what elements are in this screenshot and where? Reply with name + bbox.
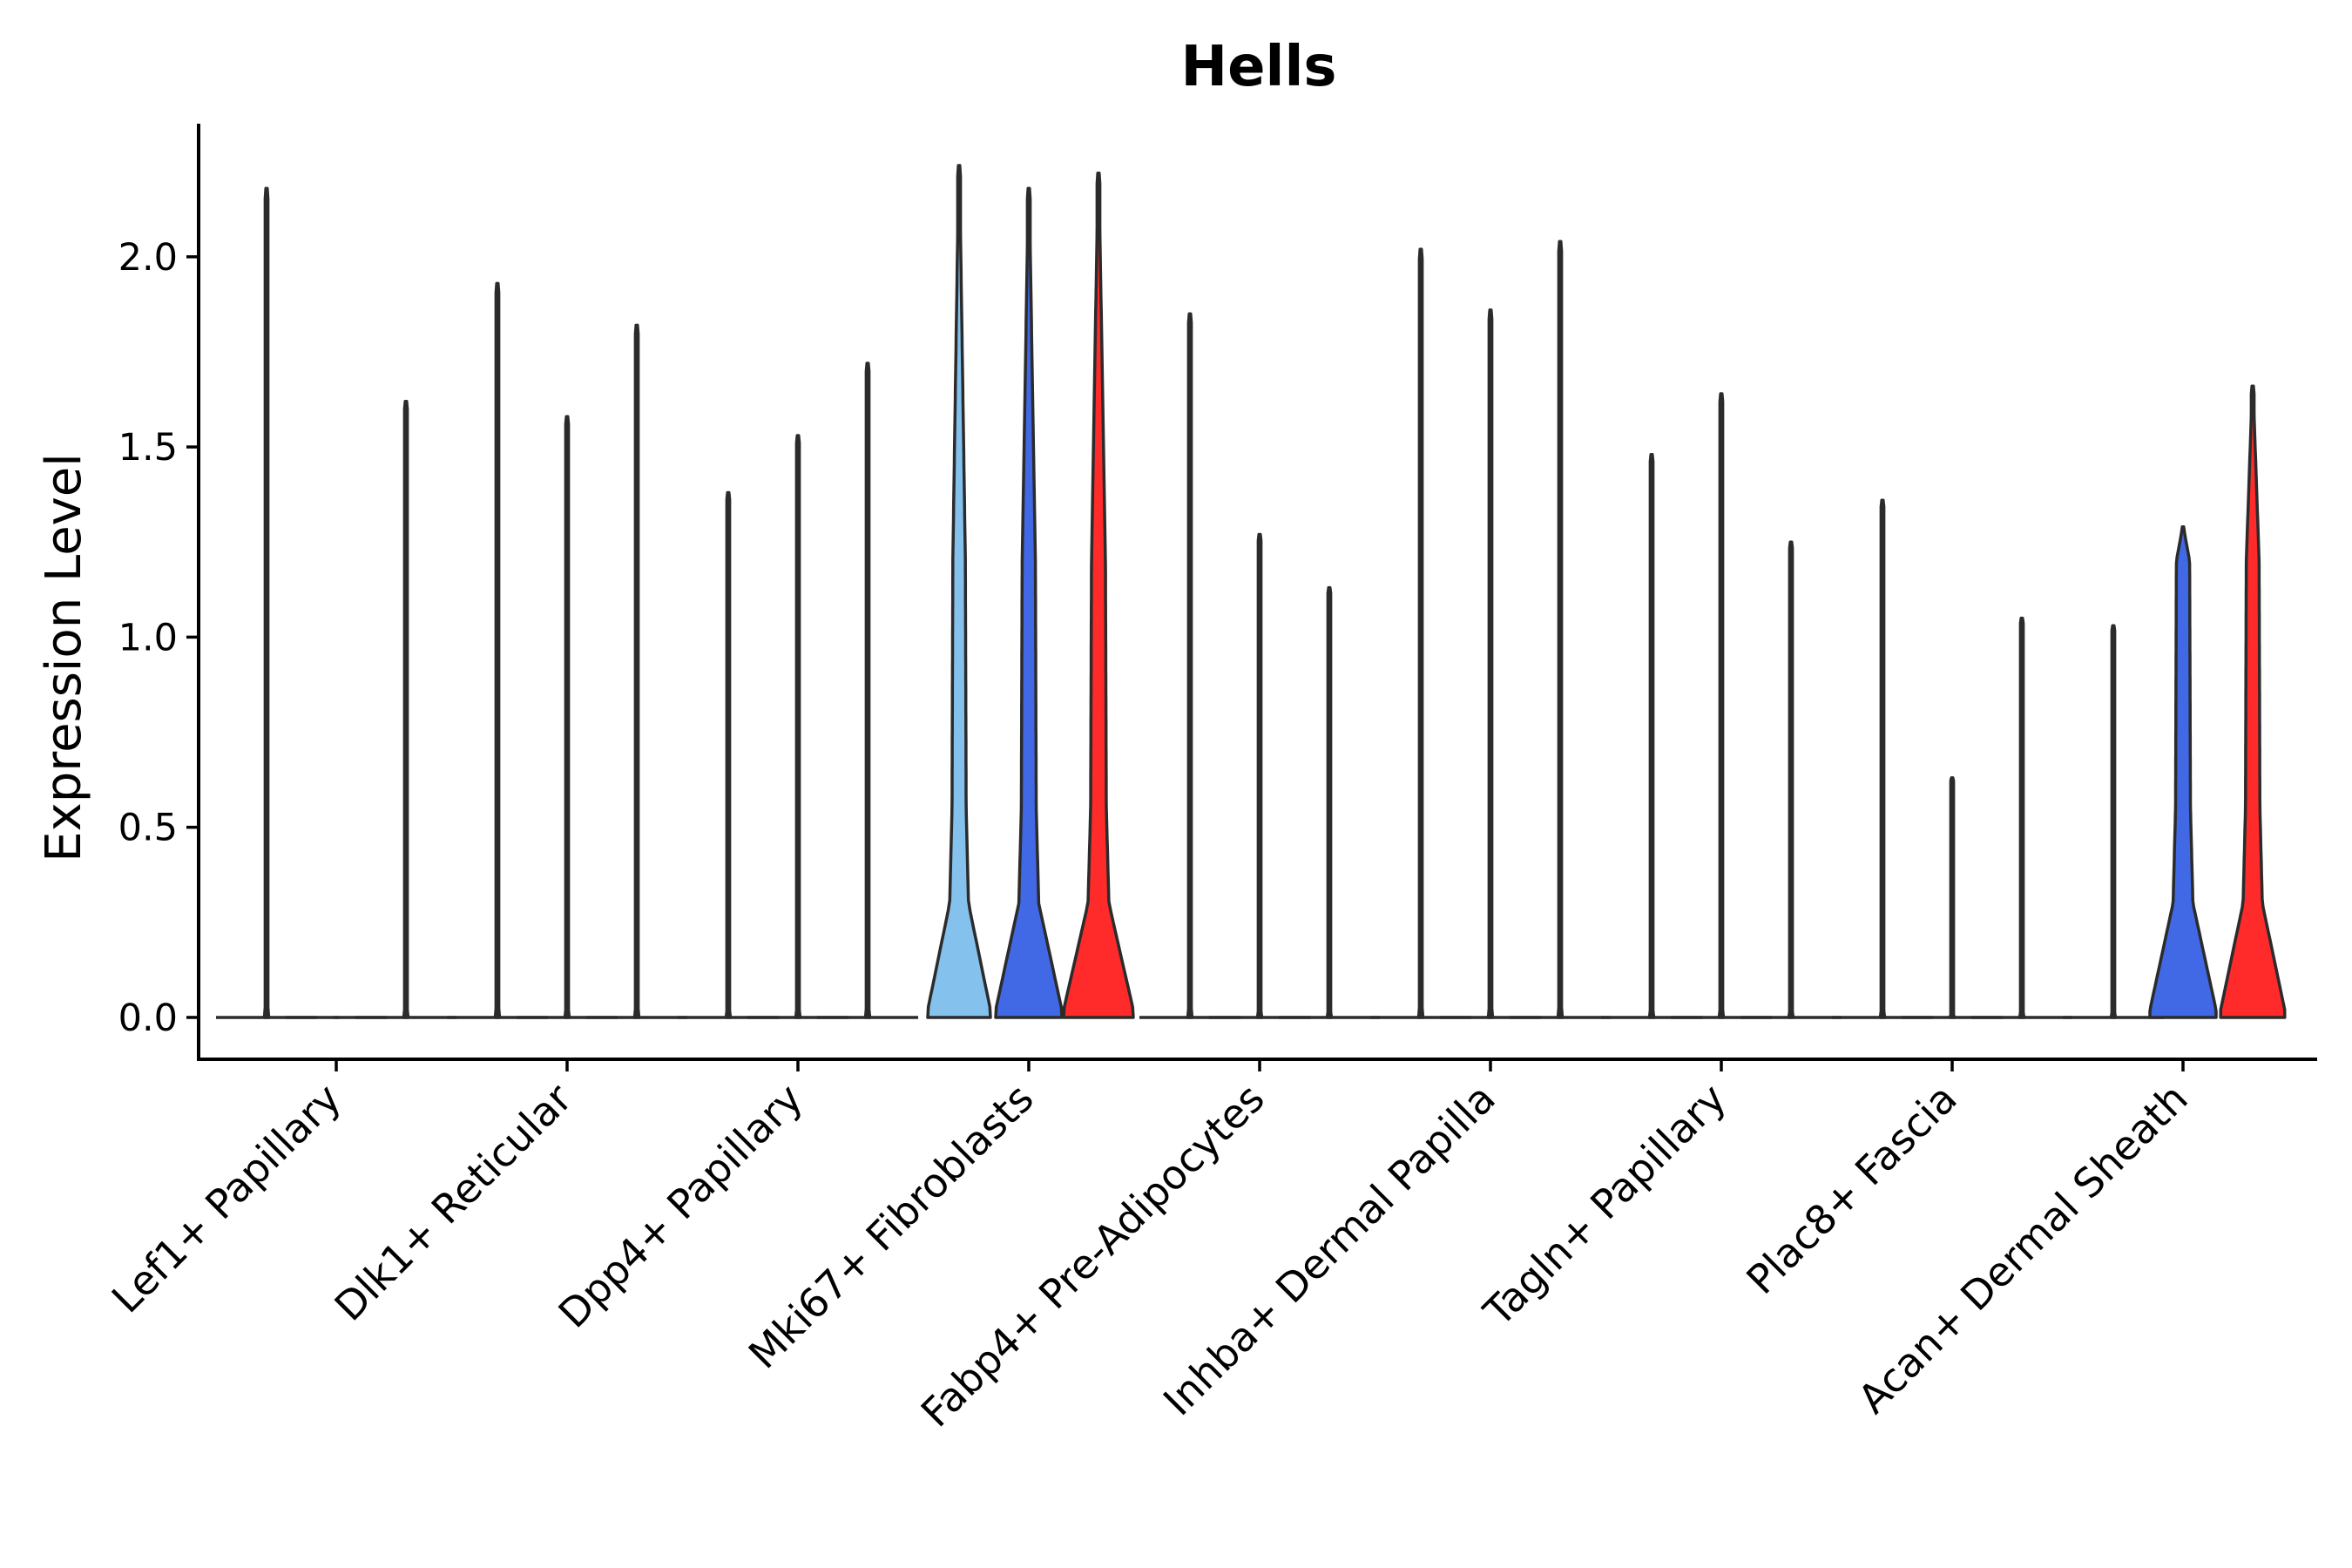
violin-condition-2-4	[1255, 532, 1264, 1019]
violin-condition-1-0	[262, 186, 271, 1019]
violin-condition-1-2	[724, 490, 733, 1019]
violin-condition-3-7	[2017, 616, 2026, 1019]
violin-condition-3-0	[402, 399, 410, 1019]
x-tick-label: Lef1+ Papillary	[103, 1075, 350, 1322]
violin-condition-2-1	[563, 415, 571, 1019]
violin-condition-2-5	[1486, 308, 1495, 1019]
y-ticks: 0.0 0.5 1.0 1.5 2.0	[118, 236, 199, 1040]
y-tick-label: 1.5	[118, 426, 178, 470]
violin-condition-1-7	[1878, 498, 1887, 1019]
violin-condition-1-5	[1416, 247, 1425, 1019]
violin-condition-1-1	[493, 281, 502, 1019]
violin-condition-1-8	[2109, 624, 2118, 1019]
violin-group	[216, 164, 2287, 1019]
y-tick-label: 0.5	[118, 807, 178, 850]
chart-title: Hells	[1181, 35, 1337, 99]
violin-condition-3-3	[1062, 172, 1135, 1019]
violin-condition-3-5	[1556, 240, 1565, 1019]
y-tick-label: 2.0	[118, 236, 178, 280]
violin-condition-2-8	[2148, 525, 2218, 1019]
violin-condition-1-3	[926, 164, 992, 1019]
violin-condition-3-1	[632, 323, 641, 1019]
y-tick-label: 0.0	[118, 997, 178, 1040]
violin-condition-1-6	[1647, 453, 1656, 1019]
violin-condition-3-8	[2219, 384, 2287, 1019]
x-tick-label: Dpp4+ Papillary	[550, 1075, 812, 1337]
y-tick-label: 1.0	[118, 616, 178, 659]
axes	[197, 124, 2317, 1061]
x-tick-label: Tagln+ Papillary	[1474, 1075, 1735, 1336]
violin-condition-3-2	[863, 362, 872, 1019]
violin-condition-3-6	[1787, 540, 1795, 1019]
violin-condition-2-2	[794, 434, 802, 1019]
x-tick-label: Dlk1+ Reticular	[326, 1075, 581, 1330]
violin-condition-2-6	[1717, 392, 1726, 1019]
violin-condition-2-3	[994, 186, 1064, 1019]
y-axis-label: Expression Level	[36, 453, 92, 862]
violin-condition-3-4	[1325, 585, 1334, 1019]
violin-condition-2-7	[1948, 776, 1957, 1019]
x-tick-label: Plac8+ Fascia	[1737, 1075, 1965, 1303]
violin-condition-1-4	[1186, 312, 1194, 1019]
